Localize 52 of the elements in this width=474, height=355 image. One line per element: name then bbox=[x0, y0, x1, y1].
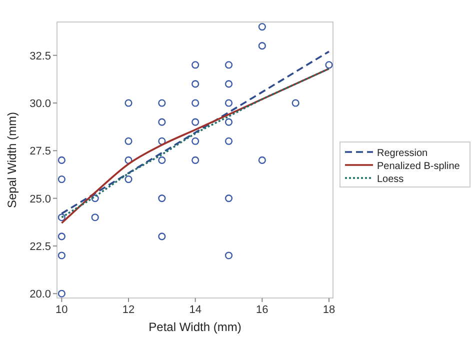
point bbox=[192, 99, 200, 107]
point bbox=[124, 137, 132, 145]
legend-label: Penalized B-spline bbox=[377, 161, 460, 172]
y-tick-label: 25.0 bbox=[30, 193, 51, 206]
point bbox=[192, 118, 200, 126]
point bbox=[124, 99, 132, 107]
point bbox=[224, 194, 233, 202]
point bbox=[292, 99, 300, 107]
legend-label: Loess bbox=[377, 174, 404, 185]
y-tick-label: 30.0 bbox=[30, 98, 51, 110]
point bbox=[325, 61, 333, 69]
point bbox=[192, 137, 200, 145]
point bbox=[124, 175, 132, 184]
point bbox=[224, 99, 233, 107]
point bbox=[124, 156, 132, 164]
point bbox=[58, 252, 66, 260]
y-axis-title: Sepal Width (mm) bbox=[5, 112, 19, 208]
x-tick-label: 10 bbox=[56, 304, 68, 316]
point bbox=[158, 194, 166, 202]
point bbox=[58, 214, 66, 222]
legend-label: Regression bbox=[377, 148, 428, 159]
y-tick-label: 20.0 bbox=[30, 288, 51, 301]
point bbox=[58, 175, 66, 184]
y-tick-label: 27.5 bbox=[30, 146, 51, 158]
point bbox=[158, 137, 166, 145]
point bbox=[158, 99, 166, 107]
point bbox=[58, 290, 66, 298]
x-tick-label: 14 bbox=[189, 304, 202, 316]
x-tick-label: 12 bbox=[122, 304, 135, 316]
point bbox=[258, 156, 266, 164]
point bbox=[91, 214, 99, 222]
point bbox=[158, 232, 166, 240]
x-axis-title: Petal Width (mm) bbox=[148, 320, 242, 334]
point bbox=[258, 42, 266, 50]
x-tick-label: 18 bbox=[322, 304, 336, 316]
point bbox=[91, 194, 99, 202]
y-tick-label: 22.5 bbox=[30, 240, 51, 253]
point bbox=[224, 61, 233, 69]
point bbox=[258, 22, 266, 31]
point bbox=[224, 80, 233, 88]
y-tick-label: 32.5 bbox=[30, 50, 51, 62]
point bbox=[224, 137, 233, 145]
x-tick-label: 16 bbox=[256, 304, 268, 316]
point bbox=[58, 156, 66, 164]
point bbox=[158, 118, 166, 126]
point bbox=[192, 61, 200, 69]
point bbox=[224, 252, 233, 260]
point bbox=[158, 156, 166, 164]
point bbox=[58, 232, 66, 240]
point bbox=[192, 80, 200, 88]
point bbox=[224, 118, 233, 126]
point bbox=[192, 156, 200, 164]
